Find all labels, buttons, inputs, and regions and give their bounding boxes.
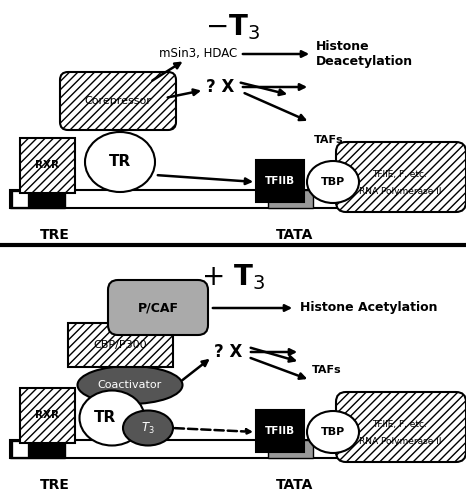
- Text: Coactivator: Coactivator: [98, 380, 162, 390]
- Text: TATA: TATA: [276, 478, 314, 492]
- Ellipse shape: [85, 132, 155, 192]
- Text: $T_3$: $T_3$: [141, 420, 155, 436]
- Text: TFIIB: TFIIB: [265, 426, 295, 436]
- Text: $-\mathbf{T}_3$: $-\mathbf{T}_3$: [206, 12, 260, 42]
- Ellipse shape: [307, 411, 359, 453]
- Bar: [20, 388, 75, 443]
- Text: Histone Acetylation: Histone Acetylation: [300, 302, 438, 314]
- Text: TR: TR: [94, 410, 116, 426]
- Text: TR: TR: [109, 154, 131, 170]
- Bar: [10, 440, 65, 458]
- Ellipse shape: [123, 410, 173, 446]
- Bar: [13, 192, 27, 206]
- Bar: [20, 138, 75, 193]
- Bar: [10, 190, 456, 208]
- Text: CBP/P300: CBP/P300: [93, 340, 147, 350]
- Text: Deacetylation: Deacetylation: [316, 56, 413, 68]
- FancyBboxPatch shape: [60, 72, 176, 130]
- Text: mSin3, HDAC: mSin3, HDAC: [159, 48, 237, 60]
- Text: RNA Polymerase II: RNA Polymerase II: [359, 188, 441, 196]
- Text: TAFs: TAFs: [314, 135, 343, 145]
- Text: TAFs: TAFs: [312, 365, 342, 375]
- Text: TFIIE, F, etc.: TFIIE, F, etc.: [372, 170, 427, 179]
- Bar: [10, 440, 456, 458]
- Text: TFIIB: TFIIB: [265, 176, 295, 186]
- Text: TFIIE, F, etc.: TFIIE, F, etc.: [372, 420, 427, 430]
- Bar: [13, 442, 27, 456]
- Text: $+\ \mathbf{T}_3$: $+\ \mathbf{T}_3$: [201, 262, 265, 292]
- Text: TBP: TBP: [321, 177, 345, 187]
- Text: Histone: Histone: [316, 40, 370, 52]
- Text: P/CAF: P/CAF: [137, 302, 178, 314]
- Text: RXR: RXR: [35, 410, 59, 420]
- Bar: [68, 323, 173, 367]
- Text: RNA Polymerase II: RNA Polymerase II: [359, 438, 441, 446]
- Ellipse shape: [80, 390, 144, 446]
- Bar: [256, 410, 304, 452]
- Text: ? X: ? X: [214, 343, 242, 361]
- Text: TRE: TRE: [40, 478, 70, 492]
- Text: Corepressor: Corepressor: [84, 96, 151, 106]
- Text: ? X: ? X: [206, 78, 234, 96]
- Ellipse shape: [307, 161, 359, 203]
- Text: TBP: TBP: [321, 427, 345, 437]
- Bar: [256, 160, 304, 202]
- FancyBboxPatch shape: [336, 392, 466, 462]
- Text: RXR: RXR: [35, 160, 59, 170]
- Text: TRE: TRE: [40, 228, 70, 242]
- Bar: [268, 440, 313, 458]
- Bar: [10, 190, 65, 208]
- Ellipse shape: [77, 366, 183, 404]
- FancyBboxPatch shape: [336, 142, 466, 212]
- Text: TATA: TATA: [276, 228, 314, 242]
- Bar: [268, 190, 313, 208]
- FancyBboxPatch shape: [108, 280, 208, 335]
